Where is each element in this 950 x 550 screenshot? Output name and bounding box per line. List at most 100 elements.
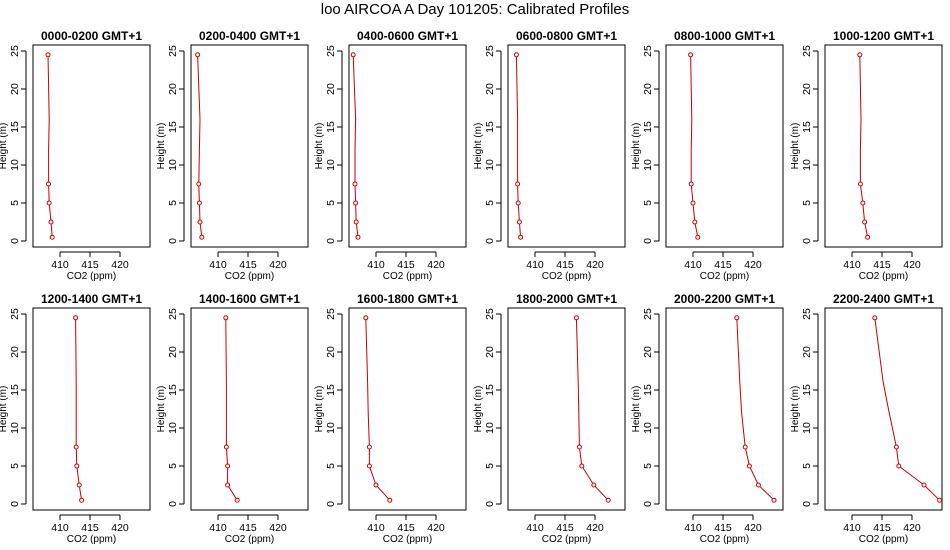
panel-5-profile-line: [690, 54, 699, 238]
panel-4-data-point: [516, 219, 522, 225]
panel-12-x-tick-label: 415: [873, 522, 891, 534]
panel-4-y-tick-label: 0: [484, 238, 496, 244]
panel-7-y-axis-label: Height (m): [0, 386, 9, 433]
panel-3-x-tick-label: 410: [367, 259, 385, 271]
panel-2-plot-frame: [190, 44, 309, 248]
panel-1-data-point: [46, 181, 52, 187]
panel-1-y-tick-label: 25: [9, 45, 21, 57]
panel-3-y-tick-label: 20: [325, 83, 337, 95]
panel-12-profile-line: [874, 317, 940, 501]
panel-7-profile-line: [75, 317, 83, 501]
panel-5-y-tick-label: 0: [642, 238, 654, 244]
panel-3-data-point: [352, 181, 358, 187]
panel-9-data-point: [363, 315, 369, 321]
panel-8-y-tick-label: 5: [167, 463, 179, 469]
panel-6-x-tick-label: 415: [873, 259, 891, 271]
panel-9-y-tick-label: 0: [325, 501, 337, 507]
panel-4-data-point: [518, 234, 524, 240]
panel-11-x-tick-label: 420: [744, 522, 762, 534]
panel-7-data-point: [76, 482, 82, 488]
panel-8-data-point: [223, 315, 229, 321]
panel-11-profile-line: [736, 317, 775, 501]
panel-2-y-tick-label: 20: [167, 83, 179, 95]
panel-10-profile-line: [575, 317, 609, 501]
panel-11-data-point: [771, 497, 777, 503]
panel-5-x-axis-label: CO2 (ppm): [700, 271, 749, 282]
panel-11-data-point: [734, 315, 740, 321]
panel-3-x-tick-label: 420: [427, 259, 445, 271]
panel-7-y-tick-label: 15: [9, 384, 21, 396]
panel-6-y-tick-label: 0: [801, 238, 813, 244]
panel-1-y-tick-label: 10: [9, 159, 21, 171]
panel-7-y-tick-label: 10: [9, 422, 21, 434]
panel-12-y-tick-label: 10: [801, 422, 813, 434]
panel-4-y-tick-label: 20: [484, 83, 496, 95]
panel-6-data-point: [862, 219, 868, 225]
panel-11-y-tick-label: 25: [642, 308, 654, 320]
panel-7-x-tick-label: 410: [51, 522, 69, 534]
panel-7-y-tick-label: 5: [9, 463, 21, 469]
panel-2-data-point: [196, 181, 202, 187]
panel-8-x-axis-label: CO2 (ppm): [225, 534, 274, 545]
panel-6-y-tick-label: 20: [801, 83, 813, 95]
panel-1-x-tick-label: 410: [51, 259, 69, 271]
panel-9-y-tick-label: 25: [325, 308, 337, 320]
panel-6-y-tick-label: 25: [801, 45, 813, 57]
panel-12-x-axis-label: CO2 (ppm): [859, 534, 908, 545]
panel-5-data-point: [688, 52, 694, 58]
panel-12-x-tick-label: 420: [903, 522, 921, 534]
panel-6-y-tick-label: 15: [801, 121, 813, 133]
panel-11-title: 2000-2200 GMT+1: [674, 292, 775, 306]
panel-5-y-axis-label: Height (m): [631, 123, 642, 170]
panel-12-plot-frame: [824, 307, 943, 511]
panel-6-x-tick-label: 420: [903, 259, 921, 271]
panel-2-y-tick-label: 25: [167, 45, 179, 57]
panel-9-data-point: [366, 463, 372, 469]
panel-6-profile-line: [859, 54, 869, 238]
panel-8-data-point: [223, 444, 229, 450]
panel-6-title: 1000-1200 GMT+1: [833, 29, 934, 43]
panel-10-data-point: [591, 482, 597, 488]
panel-6-data-point: [865, 234, 871, 240]
panel-11-y-tick-label: 10: [642, 422, 654, 434]
panel-6-data-point: [860, 200, 866, 206]
panel-7-x-axis-label: CO2 (ppm): [67, 534, 116, 545]
panel-9-y-axis-label: Height (m): [314, 386, 325, 433]
panel-11-y-tick-label: 15: [642, 384, 654, 396]
panel-7-y-tick-label: 0: [9, 501, 21, 507]
panel-7-title: 1200-1400 GMT+1: [41, 292, 142, 306]
panel-9-y-tick-label: 10: [325, 422, 337, 434]
panel-1-plot-frame: [32, 44, 151, 248]
panel-2-data-point: [199, 234, 205, 240]
panel-10-y-tick-label: 20: [484, 346, 496, 358]
panel-7-y-tick-label: 20: [9, 346, 21, 358]
panel-1-x-axis-label: CO2 (ppm): [67, 271, 116, 282]
panel-11-y-tick-label: 0: [642, 501, 654, 507]
panel-9-x-tick-label: 420: [427, 522, 445, 534]
panel-12-x-tick-label: 410: [843, 522, 861, 534]
panel-9-y-tick-label: 15: [325, 384, 337, 396]
panel-5-plot-frame: [665, 44, 784, 248]
panel-4-data-point: [513, 52, 519, 58]
panel-8-data-point: [225, 463, 231, 469]
panel-4-y-axis-label: Height (m): [473, 123, 484, 170]
panel-1-x-tick-label: 420: [111, 259, 129, 271]
panel-11-data-point: [755, 482, 761, 488]
panel-11-y-tick-label: 5: [642, 463, 654, 469]
panel-8-y-axis-label: Height (m): [156, 386, 167, 433]
panel-5-x-tick-label: 420: [744, 259, 762, 271]
panel-10-data-point: [576, 444, 582, 450]
panel-5-data-point: [690, 200, 696, 206]
panel-1-data-point: [48, 219, 54, 225]
panel-4-x-tick-label: 410: [526, 259, 544, 271]
panel-7-data-point: [73, 444, 79, 450]
panel-12-y-tick-label: 25: [801, 308, 813, 320]
panel-9-x-tick-label: 410: [367, 522, 385, 534]
panel-4-x-tick-label: 415: [556, 259, 574, 271]
panel-3-plot-frame: [348, 44, 467, 248]
panel-10-title: 1800-2000 GMT+1: [516, 292, 617, 306]
panel-1-profile-line: [47, 54, 53, 238]
panel-4-y-tick-label: 5: [484, 200, 496, 206]
panel-3-x-axis-label: CO2 (ppm): [383, 271, 432, 282]
panel-12-data-point: [937, 497, 943, 503]
